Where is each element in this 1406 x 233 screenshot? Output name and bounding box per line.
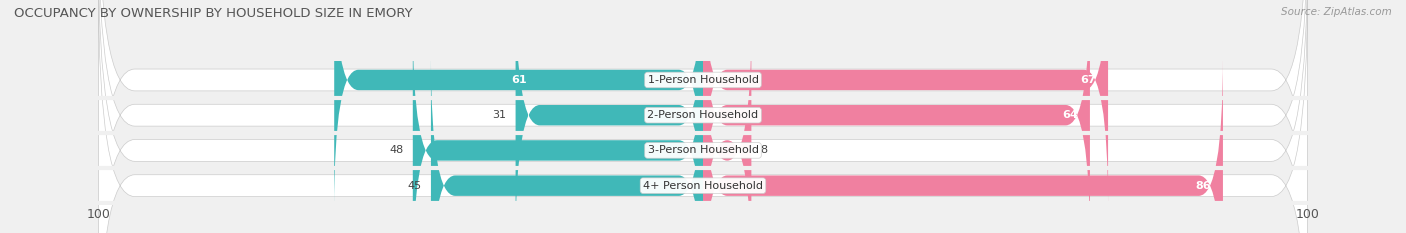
Text: Source: ZipAtlas.com: Source: ZipAtlas.com bbox=[1281, 7, 1392, 17]
FancyBboxPatch shape bbox=[98, 0, 1308, 233]
FancyBboxPatch shape bbox=[413, 20, 703, 233]
Text: 3-Person Household: 3-Person Household bbox=[648, 145, 758, 155]
FancyBboxPatch shape bbox=[432, 55, 703, 233]
Text: 4+ Person Household: 4+ Person Household bbox=[643, 181, 763, 191]
Text: OCCUPANCY BY OWNERSHIP BY HOUSEHOLD SIZE IN EMORY: OCCUPANCY BY OWNERSHIP BY HOUSEHOLD SIZE… bbox=[14, 7, 413, 20]
Text: 45: 45 bbox=[408, 181, 422, 191]
FancyBboxPatch shape bbox=[703, 55, 1223, 233]
Text: 67: 67 bbox=[1080, 75, 1097, 85]
FancyBboxPatch shape bbox=[703, 20, 751, 233]
FancyBboxPatch shape bbox=[98, 0, 1308, 233]
Text: 64: 64 bbox=[1062, 110, 1078, 120]
Text: 31: 31 bbox=[492, 110, 506, 120]
FancyBboxPatch shape bbox=[98, 0, 1308, 233]
Text: 48: 48 bbox=[389, 145, 404, 155]
Text: 8: 8 bbox=[761, 145, 768, 155]
Text: 61: 61 bbox=[510, 75, 526, 85]
FancyBboxPatch shape bbox=[516, 0, 703, 233]
Text: 1-Person Household: 1-Person Household bbox=[648, 75, 758, 85]
FancyBboxPatch shape bbox=[98, 0, 1308, 233]
FancyBboxPatch shape bbox=[703, 0, 1090, 233]
Text: 86: 86 bbox=[1195, 181, 1211, 191]
FancyBboxPatch shape bbox=[703, 0, 1108, 211]
Text: 2-Person Household: 2-Person Household bbox=[647, 110, 759, 120]
FancyBboxPatch shape bbox=[335, 0, 703, 211]
